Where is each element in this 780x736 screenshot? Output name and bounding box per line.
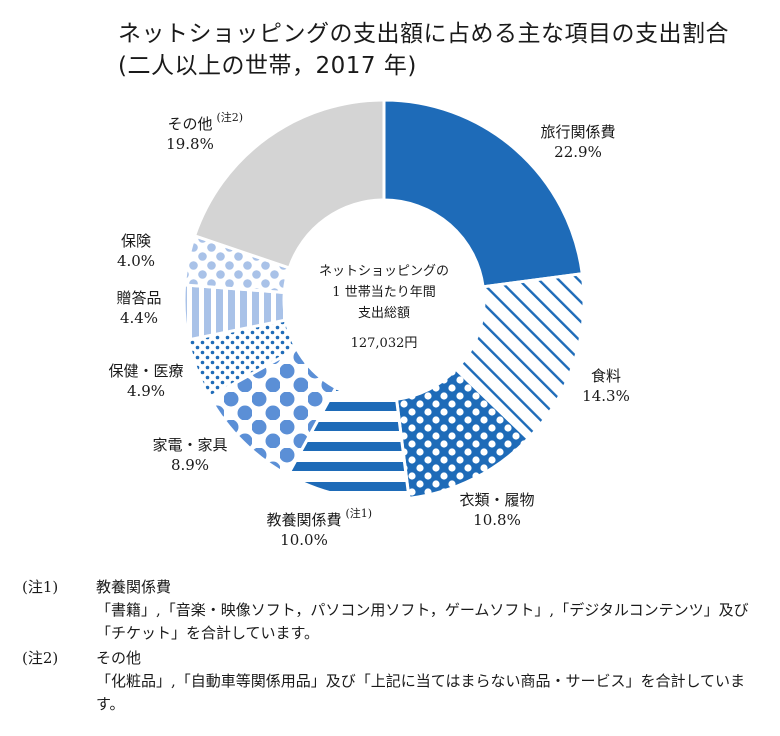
- chart-title: ネットショッピングの支出額に占める主な項目の支出割合 (二人以上の世帯，2017…: [118, 18, 729, 82]
- slice-category-label: 教養関係費: [266, 511, 341, 529]
- donut-center: ネットショッピングの 1 世帯当たり年間 支出総額 127,032円: [319, 264, 449, 351]
- center-total: 127,032円: [351, 336, 418, 351]
- slice-category-label: 保健・医療: [108, 362, 183, 380]
- slice-value-label: 4.9%: [127, 382, 165, 400]
- donut-chart: 旅行関係費 22.9% 食料 14.3% 衣類・履物 10.8% 教養関係費 (注1) 10.0…: [108, 98, 630, 549]
- slice-value-label: 10.0%: [280, 531, 328, 549]
- slice-note-marker: (注1): [346, 506, 373, 520]
- footnote-text: 「書籍」,「音楽・映像ソフト，パソコン用ソフト，ゲームソフト」,「デジタルコンテ…: [96, 601, 749, 642]
- chart-title-line1: ネットショッピングの支出額に占める主な項目の支出割合: [118, 21, 729, 47]
- slice-value-label: 4.4%: [120, 309, 158, 327]
- footnotes: (注1) 教養関係費 「書籍」,「音楽・映像ソフト，パソコン用ソフト，ゲームソフ…: [22, 576, 767, 718]
- footnote-mark: (注1): [22, 578, 59, 596]
- footnote-mark: (注2): [22, 649, 59, 667]
- center-line3: 支出総額: [358, 306, 410, 321]
- slice-1: [382, 98, 584, 289]
- footnote-2: (注2) その他 「化粧品」,「自動車等関係用品」及び「上記に当てはまらない商品…: [22, 647, 767, 716]
- footnote-text: 「化粧品」,「自動車等関係用品」及び「上記に当てはまらない商品・サービス」を合計…: [96, 672, 746, 713]
- slice-9: [192, 98, 386, 270]
- slice-category-label: 食料: [591, 367, 621, 385]
- slice-value-label: 22.9%: [554, 143, 602, 161]
- slice-note-marker: (注2): [217, 110, 244, 124]
- footnote-1: (注1) 教養関係費 「書籍」,「音楽・映像ソフト，パソコン用ソフト，ゲームソフ…: [22, 576, 767, 645]
- slice-value-label: 8.9%: [171, 456, 209, 474]
- slice-value-label: 14.3%: [582, 387, 630, 405]
- chart-title-line2: (二人以上の世帯，2017 年): [118, 53, 417, 79]
- footnote-heading: 教養関係費: [96, 578, 172, 596]
- footnote-heading: その他: [96, 649, 142, 667]
- center-line1: ネットショッピングの: [319, 264, 449, 279]
- slice-value-label: 4.0%: [117, 252, 155, 270]
- slice-category-label: 贈答品: [116, 289, 161, 307]
- slice-category-label: 家電・家具: [152, 436, 227, 454]
- slice-2: [453, 272, 586, 441]
- slice-value-label: 10.8%: [473, 511, 521, 529]
- slice-category-label: 旅行関係費: [540, 123, 615, 141]
- center-line2: 1 世帯当たり年間: [332, 285, 435, 300]
- slice-value-label: 19.8%: [166, 135, 214, 153]
- slice-category-label: 保険: [121, 232, 151, 250]
- slice-category-label: その他: [167, 115, 212, 133]
- slice-category-label: 衣類・履物: [459, 491, 534, 509]
